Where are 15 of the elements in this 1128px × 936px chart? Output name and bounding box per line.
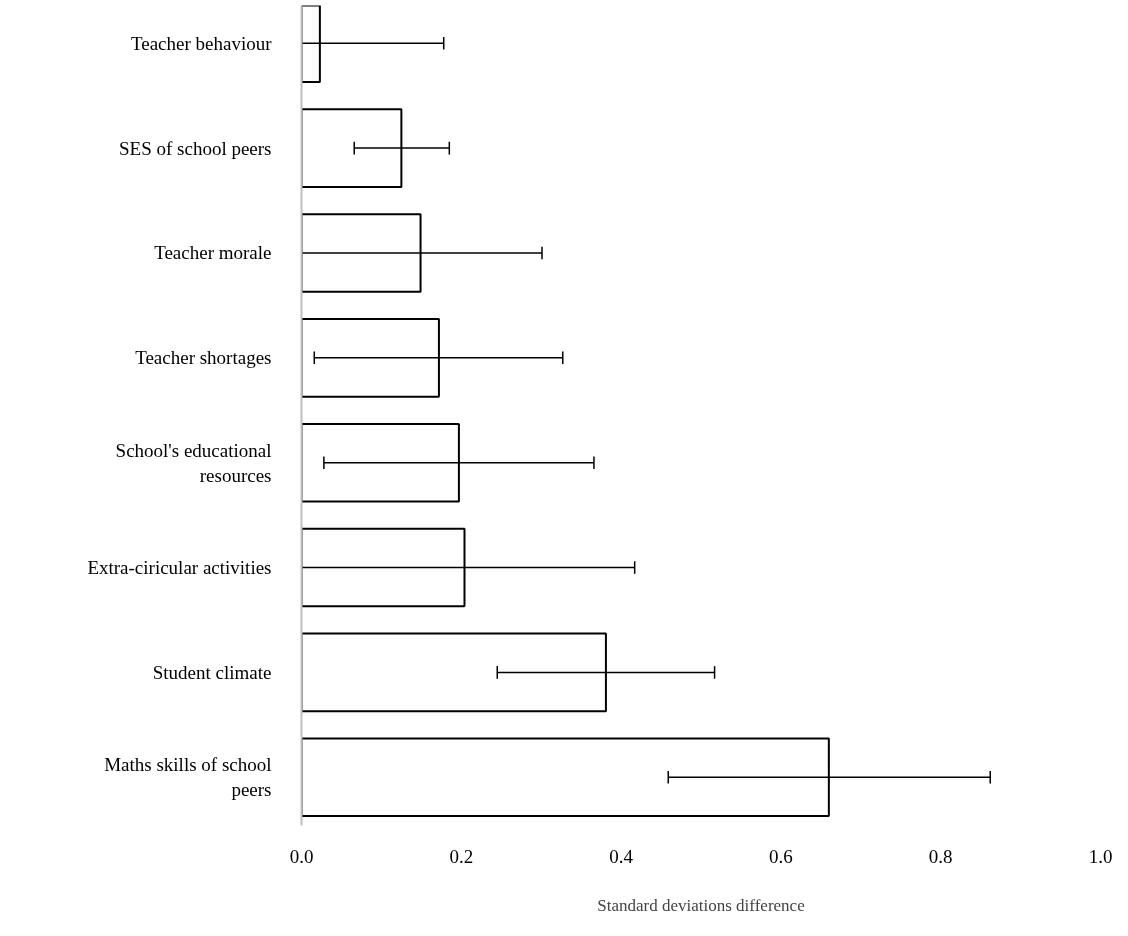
x-tick-label: 0.0	[289, 845, 314, 867]
x-tick-label: 0.8	[928, 845, 953, 867]
x-tick-label: 1.0	[1088, 845, 1113, 867]
y-tick-label: Student climate	[152, 661, 272, 683]
y-tick-label: Teacher morale	[154, 242, 272, 264]
x-tick-label: 0.2	[449, 845, 474, 867]
x-axis-title: Standard deviations difference	[597, 895, 805, 915]
y-tick-label: Teacher shortages	[135, 347, 272, 369]
x-tick-label: 0.6	[769, 845, 793, 867]
y-tick-label: Teacher behaviour	[130, 32, 273, 54]
y-tick-label: Extra-ciricular activities	[87, 557, 272, 579]
x-tick-label: 0.4	[609, 845, 634, 867]
y-tick-label: SES of school peers	[118, 137, 272, 159]
y-tick-label: Maths skills of school peers	[104, 754, 272, 801]
y-tick-label: School's educational resources	[115, 439, 272, 486]
